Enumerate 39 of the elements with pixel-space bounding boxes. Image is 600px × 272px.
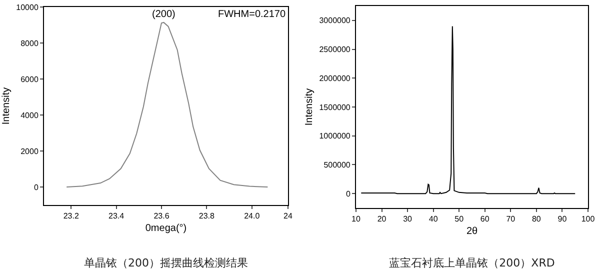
y-tick-label: 4000	[20, 110, 39, 120]
x-tick-label: 23.6	[154, 212, 170, 221]
y-tick-label: 2000	[20, 146, 39, 156]
y-tick-label: 1000000	[319, 132, 351, 141]
y-axis-title: Intensity	[1, 87, 12, 125]
x-tick-label: 24.0	[244, 212, 260, 221]
x-tick-label: 100	[581, 214, 596, 224]
x-tick-label: 90	[558, 214, 568, 224]
x-tick-label: 40	[428, 214, 438, 224]
x-axis-title: 0mega(°)	[145, 223, 187, 234]
annotation: (200)	[152, 9, 176, 20]
y-tick-label: 1500000	[319, 102, 351, 112]
line-series	[66, 22, 268, 188]
x-tick-label: 30	[403, 214, 413, 224]
y-tick-label: 0	[346, 189, 351, 198]
x-axis-title: 2θ	[466, 226, 478, 238]
x-tick-label: 50	[454, 214, 464, 224]
annotation: FWHM=0.2170	[218, 9, 286, 20]
x-tick-label: 70	[506, 214, 516, 224]
x-tick-label: 23.2	[63, 212, 80, 221]
x-tick-label: 24	[284, 212, 293, 221]
text: 蓝宝石衬底上单晶铱（200）XRD	[389, 256, 555, 270]
x-tick-label: 23.8	[198, 212, 215, 221]
line-series	[360, 26, 576, 194]
y-tick-label: 500000	[324, 160, 351, 170]
y-axis-title: Intensity	[304, 88, 316, 126]
y-tick-label: 6000	[20, 74, 39, 84]
x-tick-label: 10	[352, 214, 361, 224]
y-tick-label: 2000000	[319, 74, 351, 83]
y-tick-label: 10000	[16, 2, 39, 12]
x-tick-label: 23.4	[108, 212, 125, 221]
text: 单晶铱（200）摇摆曲线检测结果	[84, 256, 248, 270]
y-tick-label: 2500000	[319, 45, 351, 54]
y-tick-label: 3000000	[319, 16, 351, 26]
y-tick-label: 0	[34, 182, 39, 192]
y-tick-label: 8000	[20, 38, 39, 48]
x-tick-label: 80	[532, 214, 542, 224]
x-tick-label: 20	[377, 214, 387, 224]
x-tick-label: 60	[480, 214, 490, 224]
